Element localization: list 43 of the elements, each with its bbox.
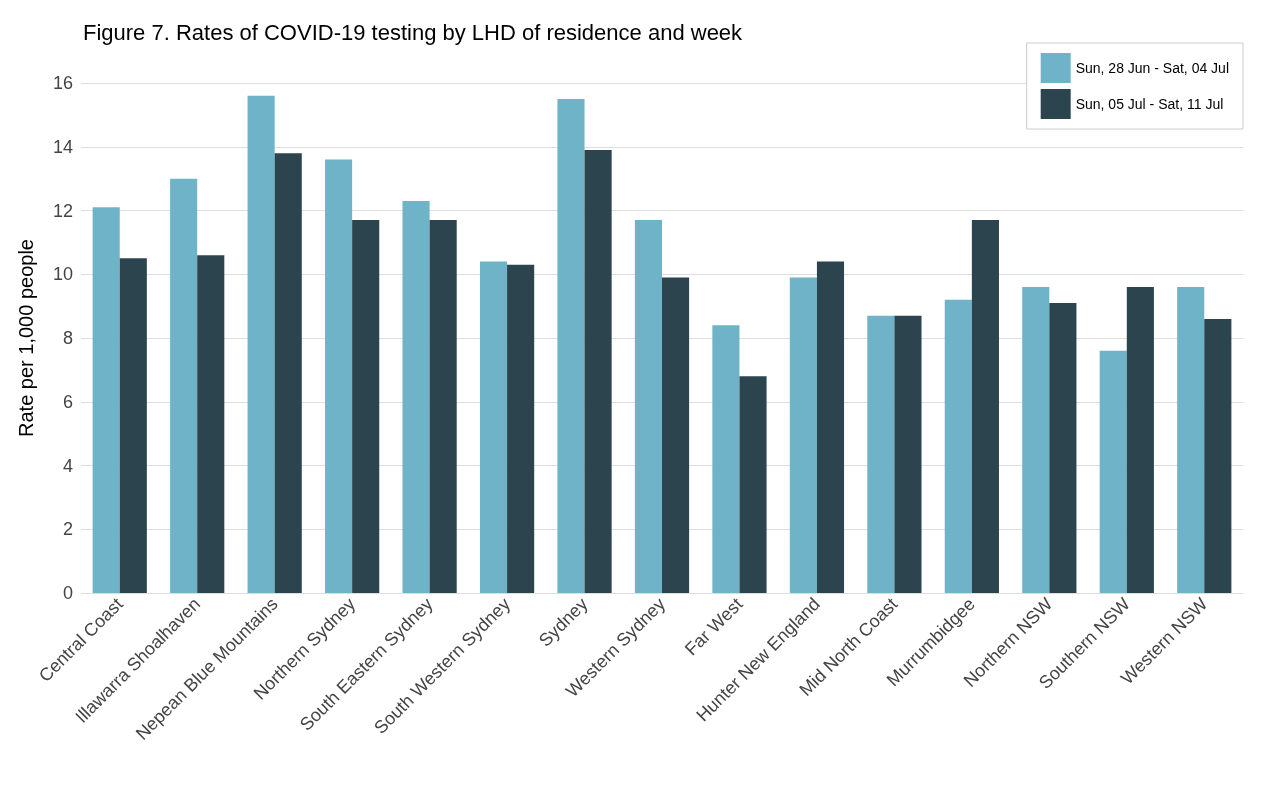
bar (1022, 287, 1050, 593)
bar (1204, 318, 1232, 593)
bar (867, 315, 895, 593)
bar (894, 315, 922, 593)
y-tick-label: 2 (62, 519, 73, 540)
bar (816, 261, 845, 593)
chart-title: Figure 7. Rates of COVID-19 testing by LHD of residence and week (83, 19, 744, 45)
bar (789, 277, 817, 593)
bar (662, 277, 690, 593)
bar (1049, 302, 1077, 593)
bar (402, 200, 430, 593)
y-tick-label: 10 (52, 264, 73, 285)
y-tick-label: 0 (62, 583, 73, 603)
bar (92, 207, 120, 593)
bar (197, 255, 225, 593)
legend-label: Sun, 28 Jun - Sat, 04 Jul (1075, 60, 1230, 76)
bar (1099, 350, 1127, 593)
bar (712, 325, 740, 593)
bar (971, 220, 999, 593)
bar (247, 95, 275, 593)
bar (274, 153, 302, 593)
bar (429, 220, 457, 593)
bar (325, 159, 353, 593)
y-tick-label: 12 (52, 200, 73, 221)
bar (1126, 287, 1154, 593)
bar (634, 220, 662, 593)
y-tick-label: 16 (52, 73, 73, 93)
bar (352, 220, 380, 593)
y-tick-label: 14 (52, 136, 73, 157)
bar (1177, 287, 1205, 593)
y-axis-title: Rate per 1,000 people (15, 239, 37, 437)
y-tick-label: 8 (62, 328, 73, 348)
bar (557, 98, 585, 593)
bar (944, 299, 972, 593)
legend-label: Sun, 05 Jul - Sat, 11 Jul (1075, 96, 1224, 112)
bar (479, 261, 508, 593)
y-tick-label: 6 (62, 391, 73, 412)
y-tick-label: 4 (62, 455, 73, 476)
bar (119, 258, 147, 593)
bar (584, 149, 612, 593)
bar (170, 178, 198, 593)
bar (507, 264, 535, 593)
bar (739, 376, 767, 593)
